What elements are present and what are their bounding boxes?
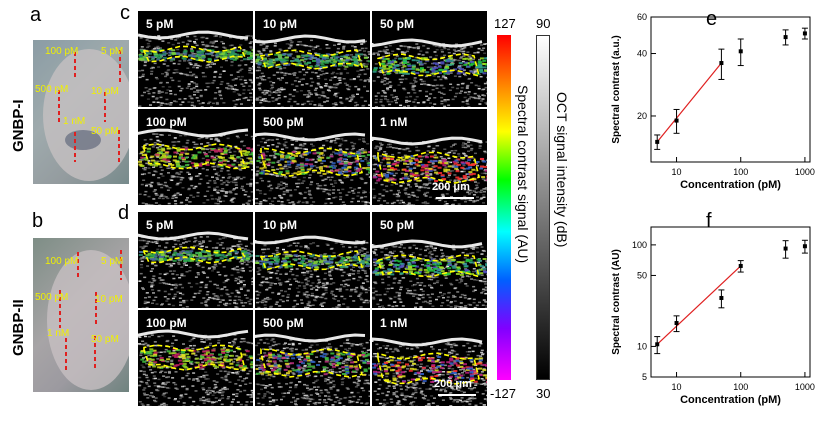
data-point — [738, 49, 743, 54]
oct-label: 1 nM — [380, 115, 408, 129]
fit-line — [656, 265, 742, 345]
x-tick-label: 100 — [733, 382, 748, 392]
oct-label: 50 pM — [380, 17, 415, 31]
scalebar-label-c: 200 μm — [432, 181, 470, 193]
data-point — [674, 321, 679, 326]
oct-c-1nm: 1 nM 200 μm — [372, 109, 487, 205]
oct-c-100pm: 100 pM — [138, 109, 253, 205]
y-tick-label: 5 — [642, 372, 647, 382]
y-tick-label: 40 — [637, 49, 647, 59]
data-point — [655, 139, 660, 144]
oct-label: 10 pM — [263, 17, 298, 31]
y-tick-label: 20 — [637, 111, 647, 121]
y-tick-label: 10 — [637, 341, 647, 351]
x-tick-label: 10 — [672, 167, 682, 177]
x-tick-label: 1000 — [795, 382, 815, 392]
x-tick-label: 100 — [733, 167, 748, 177]
data-point — [802, 31, 807, 36]
tissue-b-label-5pm: 5 pM — [101, 256, 124, 267]
tissue-b-label-500pm: 500 pM — [35, 292, 69, 303]
chart-f: 10 100 1000 5 10 50 100 Concentration (pM) Spect… — [611, 226, 815, 406]
tissue-b-label-50pm: 50 pM — [91, 334, 119, 345]
oct-c-5pm: 5 pM — [138, 11, 253, 107]
panel-letter-b: b — [32, 210, 44, 232]
panel-letter-c: c — [120, 2, 130, 24]
oct-d-50pm: 50 pM — [372, 212, 487, 308]
colorbar-oct-max: 90 — [536, 16, 551, 31]
oct-d-500pm: 500 pM — [255, 310, 370, 406]
data-point — [674, 118, 679, 123]
scalebar-d — [438, 394, 476, 396]
oct-c-50pm: 50 pM — [372, 11, 487, 107]
oct-d-1nm: 1 nM 200 μm — [372, 310, 487, 406]
data-point — [719, 295, 724, 300]
y-tick-label: 60 — [637, 12, 647, 22]
oct-label: 500 pM — [263, 316, 304, 330]
data-point — [802, 244, 807, 249]
oct-d-5pm: 5 pM — [138, 212, 253, 308]
oct-c-500pm: 500 pM — [255, 109, 370, 205]
x-axis-label: Concentration (pM) — [680, 394, 781, 406]
scalebar-label-d: 200 μm — [434, 378, 472, 390]
y-axis-label: Spectral contrast (a.u.) — [611, 35, 622, 143]
fit-line — [656, 62, 722, 143]
side-label-gnbp-i: GNBP-I — [10, 99, 27, 153]
oct-label: 50 pM — [380, 218, 415, 232]
tissue-photo-a: 100 pM 5 pM 500 pM 10 pM 1 nM 50 pM — [33, 40, 129, 184]
oct-label: 100 pM — [146, 115, 187, 129]
panel-letter-a: a — [30, 4, 42, 26]
chart-e: 10 100 1000 20 40 60 Concentration (pM) Spectra… — [611, 12, 815, 191]
data-point — [719, 61, 724, 66]
y-tick-label: 100 — [632, 240, 647, 250]
oct-label: 1 nM — [380, 316, 408, 330]
x-tick-label: 1000 — [795, 167, 815, 177]
tissue-photo-b: 100 pM 5 pM 500 pM 10 pM 1 nM 50 pM — [33, 238, 129, 392]
oct-label: 5 pM — [146, 218, 174, 232]
scalebar-c — [436, 197, 474, 199]
tissue-a-label-5pm: 5 pM — [101, 46, 124, 57]
tissue-a-label-500pm: 500 pM — [35, 84, 69, 95]
tissue-a-label-10pm: 10 pM — [91, 86, 119, 97]
colorbar-spectral-label: Spectral contrast signal (AU) — [515, 85, 531, 264]
side-label-gnbp-ii: GNBP-II — [10, 299, 27, 356]
colorbar-oct-min: 30 — [536, 386, 551, 401]
colorbar-spectral-max: 127 — [494, 16, 516, 31]
colorbar-spectral — [497, 35, 511, 380]
oct-label: 500 pM — [263, 115, 304, 129]
x-tick-label: 10 — [672, 382, 682, 392]
panel-letter-f: f — [706, 210, 712, 232]
y-tick-label: 50 — [637, 270, 647, 280]
tissue-b-label-100pm: 100 pM — [45, 256, 79, 267]
colorbar-spectral-min: -127 — [490, 386, 517, 401]
plot-frame — [650, 16, 811, 163]
data-point — [738, 263, 743, 268]
tissue-a-label-1nm: 1 nM — [63, 116, 86, 127]
oct-label: 10 pM — [263, 218, 298, 232]
data-point — [783, 246, 788, 251]
panel-letter-e: e — [706, 8, 718, 30]
panel-letter-d: d — [118, 202, 130, 224]
oct-label: 100 pM — [146, 316, 187, 330]
oct-label: 5 pM — [146, 17, 174, 31]
data-point — [655, 342, 660, 347]
x-axis-label: Concentration (pM) — [680, 179, 781, 191]
tissue-a-label-100pm: 100 pM — [45, 46, 79, 57]
y-axis-label: Spectral contrast (AU) — [611, 249, 622, 355]
tissue-a-label-50pm: 50 pM — [91, 126, 119, 137]
oct-d-100pm: 100 pM — [138, 310, 253, 406]
data-point — [783, 35, 788, 40]
tissue-b-label-10pm: 10 pM — [95, 294, 123, 305]
oct-d-10pm: 10 pM — [255, 212, 370, 308]
plot-frame — [650, 226, 811, 378]
tissue-b-label-1nm: 1 nM — [47, 328, 70, 339]
colorbar-oct — [536, 35, 550, 380]
oct-c-10pm: 10 pM — [255, 11, 370, 107]
colorbar-oct-label: OCT signal intensity (dB) — [554, 92, 570, 248]
